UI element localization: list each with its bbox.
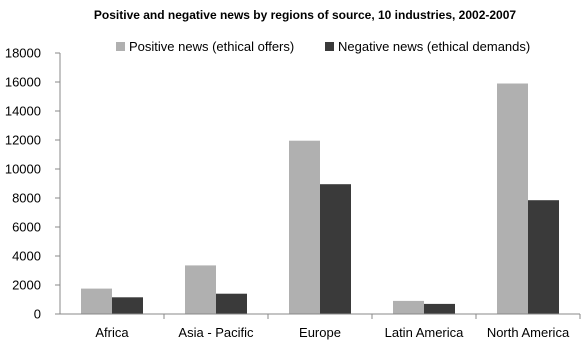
x-category-label: Europe (299, 325, 341, 340)
x-category-label: Asia - Pacific (178, 325, 254, 340)
bars (81, 83, 559, 314)
y-tick-label: 8000 (12, 191, 41, 206)
y-tick-label: 4000 (12, 249, 41, 264)
legend-label-negative: Negative news (ethical demands) (338, 39, 530, 54)
y-tick-label: 2000 (12, 278, 41, 293)
bar-negative (112, 297, 143, 314)
bar-negative (528, 200, 559, 314)
bar-negative (320, 184, 351, 314)
y-tick-label: 16000 (5, 75, 41, 90)
legend-label-positive: Positive news (ethical offers) (129, 39, 294, 54)
bar-positive (81, 288, 112, 314)
bar-positive (393, 300, 424, 314)
legend: Positive news (ethical offers) Negative … (116, 39, 530, 54)
legend-swatch-positive (116, 42, 125, 51)
y-tick-label: 14000 (5, 104, 41, 119)
legend-swatch-negative (325, 42, 334, 51)
bar-positive (289, 140, 320, 314)
y-tick-label: 18000 (5, 46, 41, 61)
y-axis-ticks: 0 2000 4000 6000 8000 10000 12000 14000 16000 180… (5, 46, 60, 322)
x-category-label: North America (487, 325, 570, 340)
y-tick-label: 10000 (5, 162, 41, 177)
bar-positive (497, 83, 528, 314)
y-tick-label: 12000 (5, 133, 41, 148)
x-category-label: Latin America (385, 325, 465, 340)
chart-title: Positive and negative news by regions of… (94, 8, 516, 22)
bar-negative (424, 303, 455, 314)
y-tick-label: 6000 (12, 220, 41, 235)
bar-positive (185, 265, 216, 314)
x-category-label: Africa (95, 325, 129, 340)
y-tick-label: 0 (34, 307, 41, 322)
x-axis-categories: Africa Asia - Pacific Europe Latin America N… (95, 314, 581, 340)
bar-negative (216, 293, 247, 314)
